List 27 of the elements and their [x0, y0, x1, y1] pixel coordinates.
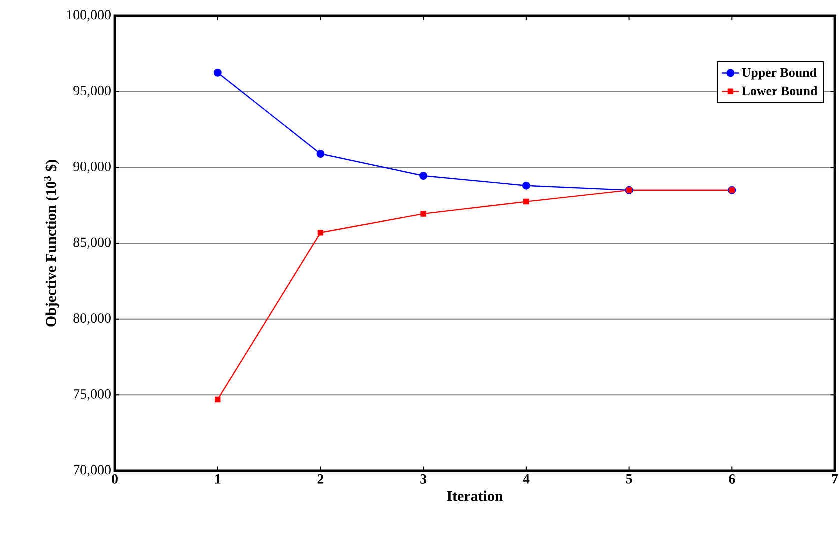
- x-tick-label: 5: [626, 474, 632, 484]
- point: [420, 211, 426, 217]
- x-tick-label: 3: [420, 474, 427, 484]
- x-tick-label: 6: [729, 474, 736, 484]
- legend-label: Lower Bound: [742, 86, 818, 96]
- point: [318, 230, 324, 236]
- point: [316, 150, 325, 158]
- x-axis-title: Iteration: [447, 490, 503, 502]
- y-tick-label: 100,000: [67, 10, 111, 22]
- point: [524, 198, 530, 205]
- y-tick-label: 85,000: [74, 238, 111, 250]
- y-axis-title: Objective Function (10$^{3}$ $): [44, 160, 60, 327]
- point: [214, 396, 221, 403]
- x-tick-label: 2: [318, 474, 324, 484]
- legend-label: Upper Bound: [742, 68, 817, 80]
- x-tick-label: 4: [523, 474, 530, 484]
- y-tick-label: 80,000: [74, 314, 111, 326]
- point: [420, 172, 428, 180]
- y-tick-label: 75,000: [74, 389, 111, 401]
- y-tick-label: 70,000: [74, 465, 111, 477]
- y-tick-label: 90,000: [74, 162, 111, 174]
- point: [522, 182, 530, 190]
- y-tick-label: 95,000: [74, 86, 111, 98]
- x-tick-label: 1: [215, 474, 221, 484]
- x-tick-label: 0: [112, 474, 118, 484]
- point: [214, 68, 222, 77]
- x-tick-label: 7: [832, 474, 838, 484]
